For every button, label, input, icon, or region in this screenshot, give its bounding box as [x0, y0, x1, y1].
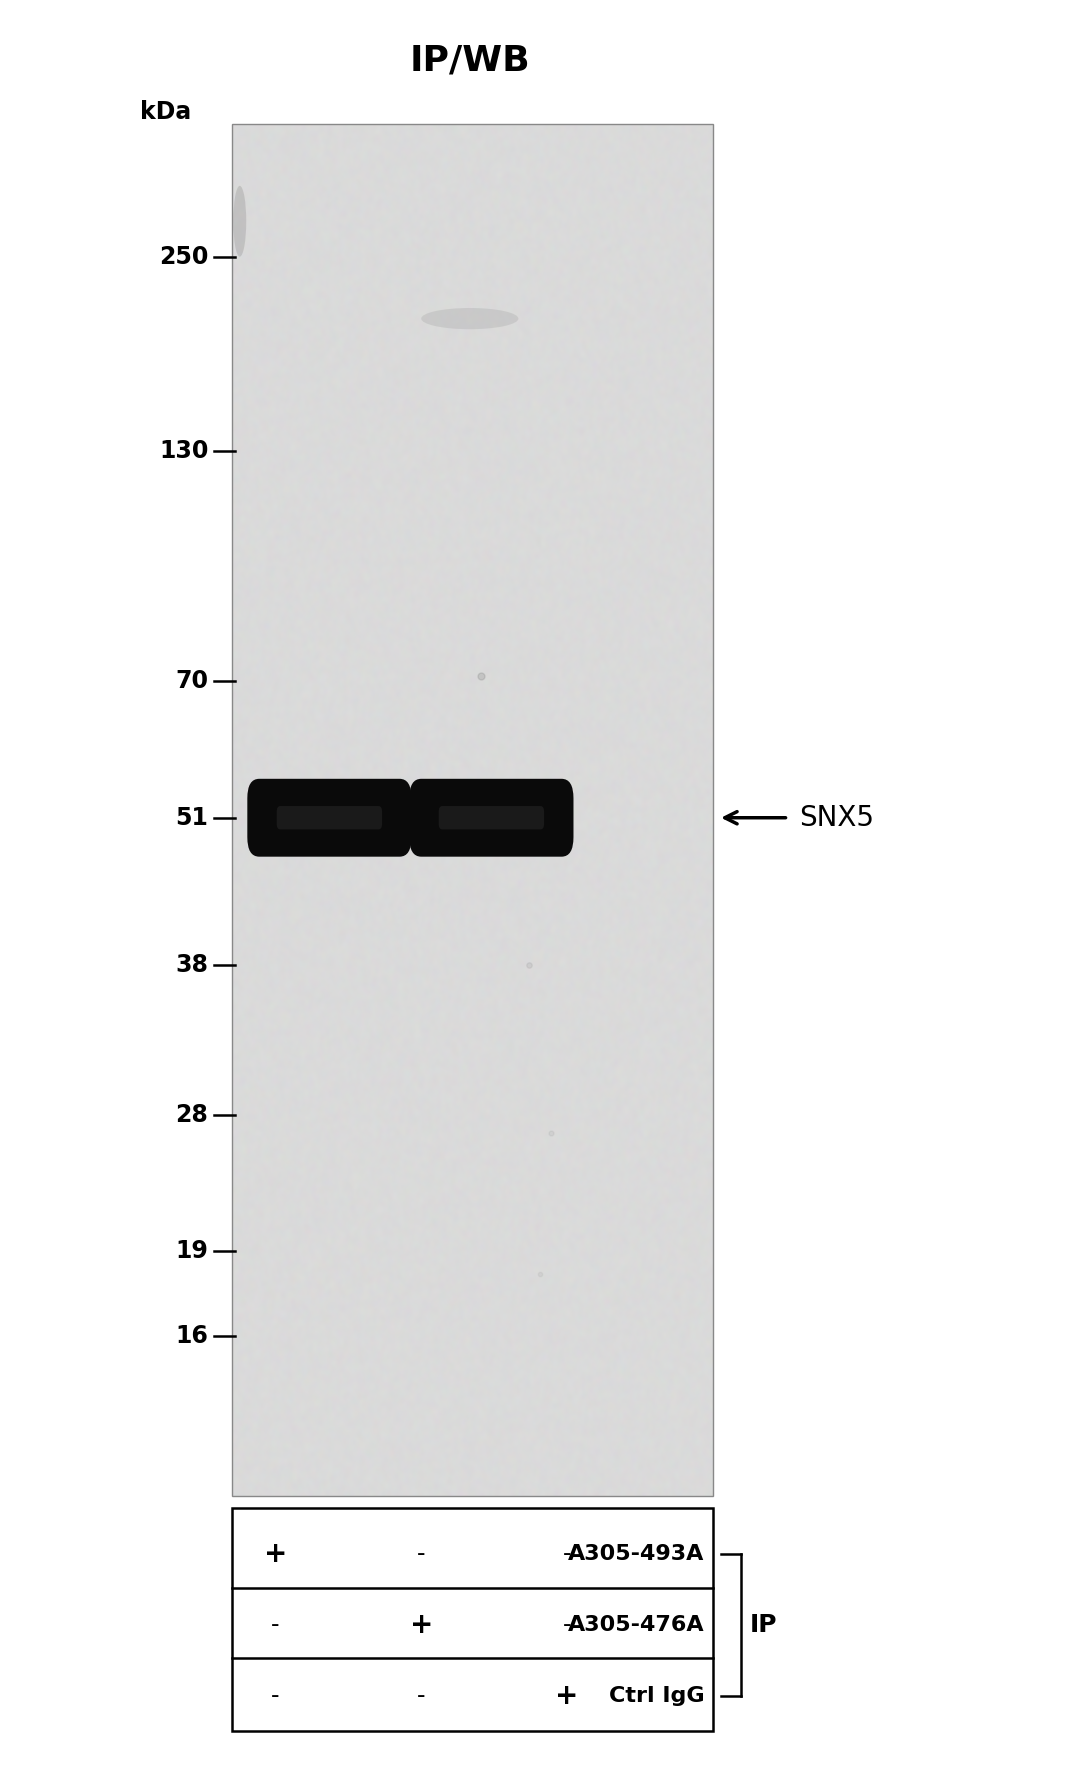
FancyBboxPatch shape [247, 779, 411, 857]
Text: SNX5: SNX5 [799, 804, 874, 832]
Text: -: - [563, 1542, 571, 1566]
FancyBboxPatch shape [438, 805, 544, 830]
Text: A305-476A: A305-476A [567, 1614, 704, 1635]
Text: kDa: kDa [140, 99, 191, 124]
Text: IP/WB: IP/WB [409, 42, 530, 78]
Text: 70: 70 [175, 669, 208, 694]
Point [542, 1119, 559, 1147]
Text: Ctrl IgG: Ctrl IgG [608, 1685, 704, 1706]
Bar [232, 124, 713, 1496]
Text: +: + [409, 1611, 433, 1639]
Text: 16: 16 [176, 1324, 208, 1349]
Text: 38: 38 [175, 952, 208, 977]
Text: 19: 19 [176, 1239, 208, 1264]
Text: -: - [417, 1683, 426, 1708]
Point [472, 662, 489, 690]
Text: 28: 28 [176, 1103, 208, 1127]
Text: 51: 51 [176, 805, 208, 830]
Point [521, 950, 538, 979]
Point [531, 1260, 549, 1289]
Text: A305-493A: A305-493A [568, 1543, 704, 1565]
Bar [232, 1508, 713, 1731]
Text: IP: IP [750, 1612, 777, 1637]
Text: 130: 130 [159, 439, 208, 464]
Text: -: - [271, 1612, 280, 1637]
Text: -: - [563, 1612, 571, 1637]
FancyBboxPatch shape [276, 805, 382, 830]
Text: 250: 250 [159, 244, 208, 269]
Text: +: + [264, 1540, 287, 1568]
Text: -: - [417, 1542, 426, 1566]
Ellipse shape [421, 308, 518, 329]
Ellipse shape [233, 186, 246, 257]
FancyBboxPatch shape [409, 779, 573, 857]
Text: +: + [555, 1682, 579, 1710]
Text: -: - [271, 1683, 280, 1708]
